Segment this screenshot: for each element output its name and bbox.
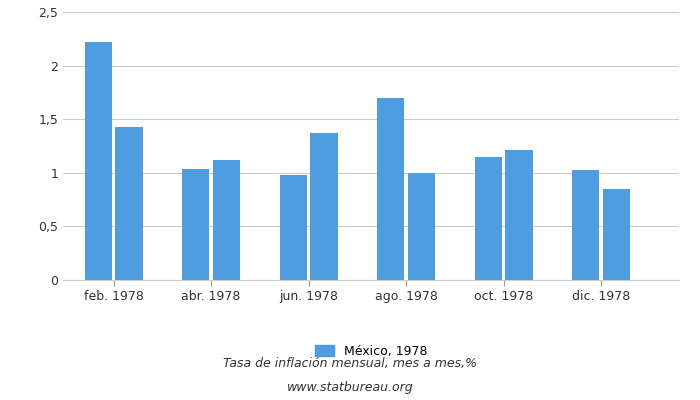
Bar [475, 157, 502, 280]
Bar [377, 98, 405, 280]
Legend: México, 1978: México, 1978 [310, 340, 432, 363]
Bar [182, 168, 209, 280]
Bar [310, 133, 337, 280]
Bar [603, 189, 630, 280]
Bar [213, 160, 240, 280]
Bar [505, 150, 533, 280]
Text: Tasa de inflación mensual, mes a mes,%: Tasa de inflación mensual, mes a mes,% [223, 358, 477, 370]
Bar [85, 42, 112, 280]
Bar [279, 175, 307, 280]
Bar [408, 173, 435, 280]
Bar [572, 170, 599, 280]
Bar [116, 127, 143, 280]
Text: www.statbureau.org: www.statbureau.org [287, 382, 413, 394]
